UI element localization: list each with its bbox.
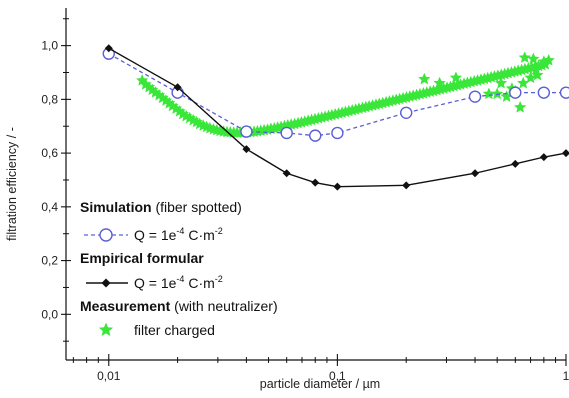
axes-layer <box>61 8 567 366</box>
measurement-star-point <box>529 63 543 76</box>
series-layer <box>102 44 569 191</box>
x-tick-label: 0,01 <box>97 369 121 383</box>
measurement-star-point <box>542 53 555 66</box>
legend-group-title: Simulation (fiber spotted) <box>80 199 242 215</box>
empirical-point <box>511 159 520 168</box>
x-tick-label: 0,1 <box>329 369 346 383</box>
simulation-point <box>537 86 551 99</box>
y-axis-label: filtration efficiency / - <box>5 127 19 241</box>
legend-group-title: Empirical formular <box>80 250 204 266</box>
legend-title-rest: (with neutralizer) <box>170 298 277 314</box>
legend-entry-entry-sup2: -2 <box>215 226 223 236</box>
measurement-star-point <box>482 87 496 100</box>
empirical-point <box>282 169 291 178</box>
measurement-star-point <box>518 51 531 63</box>
empirical-point <box>402 181 411 190</box>
legend-entry-entry-tail: C·m <box>184 227 214 243</box>
simulation-series-line <box>108 53 566 137</box>
empirical-point <box>242 145 251 154</box>
empirical-point <box>562 149 569 158</box>
legend-entry-text: Q = 1e-4 C·m-2 <box>134 274 223 291</box>
simulation-point <box>509 86 522 99</box>
simulation-point <box>468 90 482 103</box>
empirical-point <box>471 169 480 178</box>
simulation-point <box>331 126 344 140</box>
legend-title-bold: Empirical formular <box>80 250 204 266</box>
empirical-point <box>539 153 548 162</box>
simulation-point <box>309 129 322 142</box>
legend-entry-entry-text: filter charged <box>134 322 215 338</box>
simulation-point <box>400 106 413 119</box>
y-tick-label: 0,8 <box>41 92 58 106</box>
legend-empirical-marker <box>101 278 111 288</box>
y-tick-label: 0,6 <box>41 146 58 160</box>
legend-entry-entry-text: Q = 1e <box>134 227 177 243</box>
measurement-star-point <box>418 72 431 85</box>
simulation-point <box>280 126 293 140</box>
legend-entry-entry-sup: -4 <box>176 226 184 236</box>
legend-entry-entry-sup2: -2 <box>215 274 223 284</box>
legend-entry-text: Q = 1e-4 C·m-2 <box>134 226 223 243</box>
legend-title-rest: (fiber spotted) <box>152 199 242 215</box>
measurement-star-point <box>513 100 527 113</box>
y-tick-label: 0,0 <box>41 307 58 321</box>
legend-entry-text: filter charged <box>134 322 215 338</box>
legend-group-title: Measurement (with neutralizer) <box>80 298 278 314</box>
simulation-point <box>240 125 253 138</box>
empirical-point <box>311 178 320 187</box>
simulation-point <box>559 86 569 99</box>
x-axis-label: particle diameter / µm <box>260 377 380 391</box>
empirical-point <box>333 182 342 191</box>
legend-simulation-marker <box>99 228 113 242</box>
measurement-star-point <box>449 71 463 84</box>
empirical-point <box>173 83 182 92</box>
y-tick-label: 0,4 <box>41 200 58 214</box>
measurement-star-point <box>494 76 508 89</box>
y-tick-label: 1,0 <box>41 39 58 53</box>
measurement-star-point <box>433 76 446 89</box>
y-tick-label: 0,2 <box>41 254 58 268</box>
legend-entry-entry-tail: C·m <box>184 275 214 291</box>
legend-measurement-marker <box>98 322 114 337</box>
x-tick-label: 1 <box>563 369 569 383</box>
legend-entry-entry-text: Q = 1e <box>134 275 177 291</box>
legend-title-bold: Measurement <box>80 298 171 314</box>
legend-title-bold: Simulation <box>80 199 152 215</box>
legend-entry-entry-sup: -4 <box>176 274 184 284</box>
labels-layer: 0,0 0,2 0,4 0,6 0,8 1,0 0,01 0,1 1 particle diame… <box>5 39 569 391</box>
empirical-point <box>104 44 113 53</box>
legend-layer: Simulation (fiber spotted)Q = 1e-4 C·m-2… <box>80 199 278 338</box>
